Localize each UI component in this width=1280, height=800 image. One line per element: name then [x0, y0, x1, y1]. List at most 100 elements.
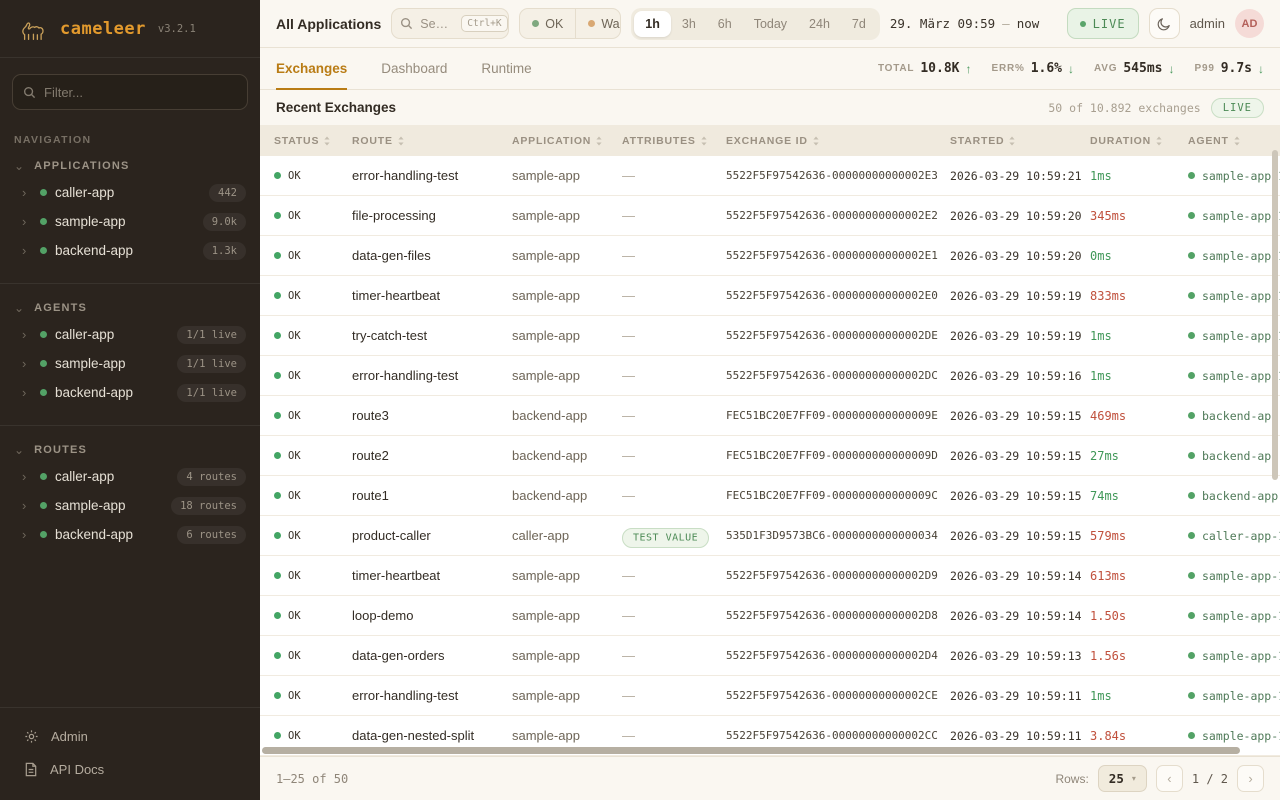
- column-header-exchange-id[interactable]: EXCHANGE ID: [726, 135, 950, 147]
- date-from: 29. März 09:59: [889, 16, 996, 31]
- vertical-scrollbar[interactable]: [1272, 150, 1278, 480]
- sidebar-item-caller-app[interactable]: › caller-app 1/1 live: [0, 320, 260, 349]
- dark-mode-toggle[interactable]: [1148, 8, 1180, 39]
- table-row[interactable]: OK error-handling-test sample-app — 5522F5F9…: [260, 356, 1280, 396]
- started-cell: 2026-03-29 10:59:15: [950, 408, 1082, 423]
- table-row[interactable]: OK try-catch-test sample-app — 5522F5F975426…: [260, 316, 1280, 356]
- column-header-started[interactable]: STARTED: [950, 135, 1090, 147]
- agent-cell: backend-app-1: [1188, 449, 1280, 463]
- sidebar-filter[interactable]: [12, 74, 248, 110]
- sidebar-item-api-docs[interactable]: API Docs: [0, 753, 260, 786]
- status-dot-icon: [274, 652, 281, 659]
- application-cell: sample-app: [512, 208, 580, 223]
- horizontal-scrollbar[interactable]: [262, 747, 1240, 754]
- trend-arrow-icon: ↓: [1068, 61, 1075, 76]
- sort-icon: [700, 136, 708, 146]
- date-to: now: [1016, 16, 1040, 31]
- duration-cell: 469ms: [1090, 408, 1127, 423]
- sidebar-item-backend-app[interactable]: › backend-app 6 routes: [0, 520, 260, 549]
- time-range-7d[interactable]: 7d: [841, 11, 877, 37]
- sidebar-item-sample-app[interactable]: › sample-app 9.0k: [0, 207, 260, 236]
- sidebar-item-sample-app[interactable]: › sample-app 1/1 live: [0, 349, 260, 378]
- section-header[interactable]: ⌄ APPLICATIONS: [0, 154, 260, 178]
- column-label: EXCHANGE ID: [726, 134, 808, 147]
- time-range-6h[interactable]: 6h: [707, 11, 743, 37]
- table-row[interactable]: OK data-gen-orders sample-app — 5522F5F97542…: [260, 636, 1280, 676]
- attributes-cell: —: [622, 648, 635, 663]
- application-cell: sample-app: [512, 568, 580, 583]
- time-range-today[interactable]: Today: [743, 11, 798, 37]
- table-row[interactable]: OK error-handling-test sample-app — 5522F5F9…: [260, 676, 1280, 716]
- agent-name: sample-app-1: [1202, 568, 1280, 583]
- live-label: LIVE: [1092, 16, 1126, 31]
- tab-dashboard[interactable]: Dashboard: [381, 60, 448, 76]
- global-search[interactable]: Ctrl+K: [391, 8, 510, 39]
- started-cell: 2026-03-29 10:59:21: [950, 168, 1082, 183]
- item-badge: 1/1 live: [177, 325, 246, 344]
- time-range-1h[interactable]: 1h: [634, 10, 671, 37]
- route-cell: error-handling-test: [352, 368, 459, 383]
- column-header-duration[interactable]: DURATION: [1090, 135, 1188, 147]
- tab-runtime[interactable]: Runtime: [481, 60, 532, 76]
- table-row[interactable]: OK loop-demo sample-app — 5522F5F97542636-00…: [260, 596, 1280, 636]
- agent-name: sample-app-1: [1202, 688, 1280, 703]
- table-row[interactable]: OK file-processing sample-app — 5522F5F97542…: [260, 196, 1280, 236]
- agent-name: sample-app-1: [1202, 328, 1280, 343]
- status-text: OK: [288, 689, 301, 702]
- next-page-button[interactable]: ›: [1237, 765, 1264, 792]
- live-dot-icon: [1079, 20, 1086, 27]
- status-cell: OK: [274, 170, 352, 182]
- sidebar-section: ⌄ AGENTS › caller-app 1/1 live › sample-app 1/1…: [0, 283, 260, 417]
- prev-page-button[interactable]: ‹: [1155, 765, 1183, 792]
- table-row[interactable]: OK product-caller caller-app TEST VALUE 535D…: [260, 516, 1280, 556]
- table-row[interactable]: OK timer-heartbeat sample-app — 5522F5F97542…: [260, 556, 1280, 596]
- table-row[interactable]: OK route2 backend-app — FEC51BC20E7FF09-0000…: [260, 436, 1280, 476]
- status-dot-icon: [40, 473, 47, 480]
- sidebar-item-caller-app[interactable]: › caller-app 4 routes: [0, 462, 260, 491]
- section-header[interactable]: ⌄ ROUTES: [0, 438, 260, 462]
- column-header-route[interactable]: ROUTE: [352, 135, 512, 147]
- item-badge: 9.0k: [202, 212, 246, 231]
- status-dot-icon: [274, 732, 281, 739]
- section-header[interactable]: ⌄ AGENTS: [0, 296, 260, 320]
- status-filter-ok[interactable]: OK: [520, 9, 575, 38]
- column-header-application[interactable]: APPLICATION: [512, 135, 622, 147]
- sidebar-item-backend-app[interactable]: › backend-app 1/1 live: [0, 378, 260, 407]
- live-toggle-button[interactable]: LIVE: [1066, 8, 1139, 39]
- tab-exchanges[interactable]: Exchanges: [276, 48, 348, 90]
- column-header-attributes[interactable]: ATTRIBUTES: [622, 135, 726, 147]
- table-row[interactable]: OK route3 backend-app — FEC51BC20E7FF09-0000…: [260, 396, 1280, 436]
- table-row[interactable]: OK data-gen-files sample-app — 5522F5F975426…: [260, 236, 1280, 276]
- column-label: ROUTE: [352, 134, 393, 147]
- status-cell: OK: [274, 290, 352, 302]
- table-row[interactable]: OK route1 backend-app — FEC51BC20E7FF09-0000…: [260, 476, 1280, 516]
- table-row[interactable]: OK error-handling-test sample-app — 5522F5F9…: [260, 156, 1280, 196]
- application-cell: sample-app: [512, 688, 580, 703]
- username: admin: [1189, 16, 1225, 31]
- time-range-3h[interactable]: 3h: [671, 11, 707, 37]
- date-range[interactable]: 29. März 09:59 — now: [890, 16, 1039, 31]
- chevron-right-icon: ›: [22, 356, 27, 371]
- column-header-status[interactable]: STATUS: [274, 135, 352, 147]
- sidebar-item-caller-app[interactable]: › caller-app 442: [0, 178, 260, 207]
- status-filter-wa[interactable]: Wa: [575, 9, 620, 38]
- filter-input[interactable]: [44, 84, 237, 100]
- status-dot-icon: [40, 531, 47, 538]
- admin-label: Admin: [51, 729, 88, 744]
- status-text: OK: [288, 249, 301, 262]
- table-row[interactable]: OK timer-heartbeat sample-app — 5522F5F97542…: [260, 276, 1280, 316]
- search-input[interactable]: [420, 16, 455, 31]
- status-text: OK: [288, 529, 301, 542]
- trend-arrow-icon: ↓: [1258, 61, 1264, 76]
- time-range-24h[interactable]: 24h: [798, 11, 841, 37]
- status-filter-group: OK Wa: [519, 8, 622, 39]
- rows-per-page-select[interactable]: 25 ▾: [1097, 765, 1147, 792]
- sidebar-item-label: sample-app: [55, 214, 126, 229]
- sort-icon: [1155, 136, 1163, 146]
- column-header-agent[interactable]: AGENT: [1188, 135, 1280, 147]
- status-cell: OK: [274, 410, 352, 422]
- sidebar-item-sample-app[interactable]: › sample-app 18 routes: [0, 491, 260, 520]
- sidebar-item-admin[interactable]: Admin: [0, 720, 260, 753]
- avatar[interactable]: AD: [1235, 9, 1264, 38]
- sidebar-item-backend-app[interactable]: › backend-app 1.3k: [0, 236, 260, 265]
